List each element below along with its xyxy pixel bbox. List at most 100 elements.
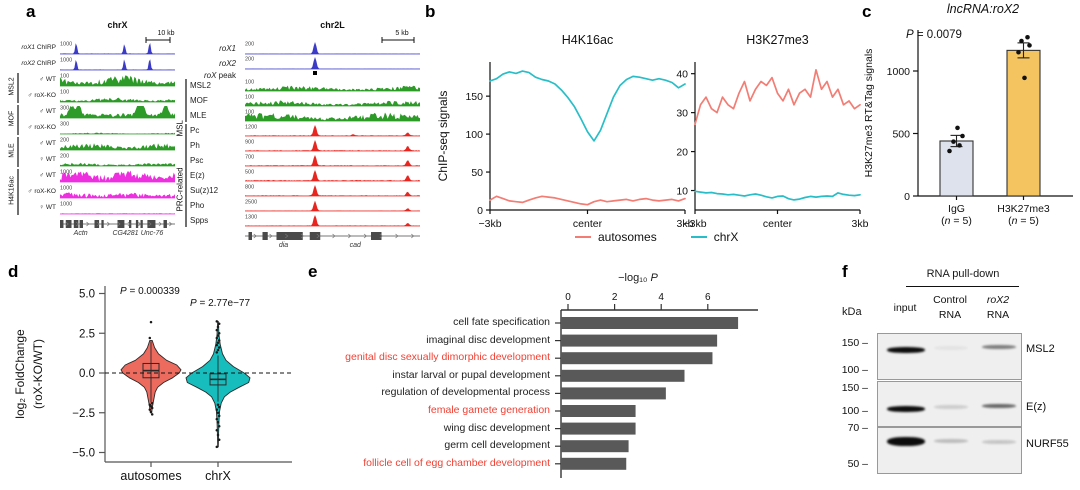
panel-d-label: d <box>8 262 19 281</box>
track-label-text: Psc <box>190 156 204 165</box>
outlier-point <box>149 410 153 414</box>
gene-model-arrow <box>86 221 90 227</box>
rttag-y-axis-title: H3K27me3 RT&Tag signals <box>863 49 875 178</box>
x-tick-label: 3kb <box>677 218 694 230</box>
pulldown-header-underline <box>906 285 1019 287</box>
track-scale-value: 100 <box>245 80 254 86</box>
outlier-point <box>217 414 221 418</box>
bar-category-label: IgG <box>948 203 965 215</box>
track-scale-value: 300 <box>60 122 69 128</box>
track-label-text: ChIRP <box>35 44 56 51</box>
panel-e-label: e <box>308 262 318 281</box>
track-scale-value: 1300 <box>245 215 257 221</box>
go-bar <box>561 405 636 417</box>
go-term-label: germ cell development <box>444 439 550 452</box>
panel-f-western-blot: RNA pull-down kDa input Control RNA roX2 RNA… <box>820 258 1080 490</box>
outlier-point <box>217 346 221 349</box>
kda-label: kDa <box>842 306 862 318</box>
gene-name: dia <box>278 242 289 249</box>
gene-model-arrow <box>316 233 320 239</box>
lane-label: input <box>893 302 917 314</box>
track-label-italic: roX2 <box>21 60 36 67</box>
track-label-text: Pho <box>190 201 205 210</box>
track-scale-value: 1000 <box>60 58 72 64</box>
track-label: Psc <box>190 156 236 165</box>
track-label: ♂ WT <box>0 108 56 115</box>
track-label: ♂ WT <box>0 76 56 83</box>
y-tick-label: 2.5 <box>79 328 95 340</box>
track-label-text: ♂ roX-KO <box>27 188 56 195</box>
track-label: ♂ roX-KO <box>0 124 56 131</box>
outlier-point <box>215 408 219 411</box>
panel-c-rttag-bar: lncRNA:roX2 0 500 1000 H3K27me3 RT&Tag sign… <box>858 0 1080 260</box>
track-label-text: Ph <box>190 141 200 150</box>
blot-box-E(z) <box>877 381 1022 427</box>
chr2l-tracks-svg: 200 200 100 100 100 1200 900 700 500 800 2500 1300 <box>185 37 420 240</box>
outlier-point <box>216 403 220 407</box>
outlier-point <box>150 406 154 410</box>
track-scale-value: 100 <box>245 110 254 116</box>
outlier-point <box>148 336 152 340</box>
track-scale-value: 100 <box>60 74 69 80</box>
track-label-italic: roX <box>203 71 217 80</box>
gene-model-exon <box>163 220 167 228</box>
y-tick-label: 100 <box>465 129 483 141</box>
track-signal <box>245 140 420 151</box>
track-scale-value: 100 <box>60 90 69 96</box>
genome-browser-chr2l: chr2L 200 200 100 100 100 1200 900 700 500 800 250… <box>160 20 425 258</box>
gene-model-arrow <box>75 221 80 227</box>
rox-peak-dot <box>313 71 317 75</box>
go-term-label: follicle cell of egg chamber development <box>363 456 550 469</box>
gene-model-arrow <box>137 221 142 227</box>
protein-band <box>887 347 925 354</box>
track-scale-value: 100 <box>245 95 254 101</box>
track-label-italic: roX1 <box>219 44 236 53</box>
chrx-tracks-svg: 1000 1000 100 100 300 300 200 200 1000 1000 1000 <box>17 37 175 228</box>
rttag-bar-svg: 0 500 1000 H3K27me3 RT&Tag signals P = 0.007… <box>863 29 1073 227</box>
y-tick-label: 10 <box>676 185 688 197</box>
lane-label-line2: RNA <box>938 309 962 321</box>
go-bar <box>561 387 666 400</box>
y-tick-label: 40 <box>676 68 688 80</box>
data-point <box>957 143 962 148</box>
y-tick-label: 5.0 <box>79 289 95 301</box>
outlier-point <box>217 322 221 325</box>
track-label: ♂ roX-KO <box>0 92 56 99</box>
x-tick-label: center <box>763 218 793 230</box>
track-label-text: Spps <box>190 216 209 225</box>
lane-label-line2: RNA <box>986 309 1010 321</box>
outlier-point <box>216 411 220 414</box>
gene-model-arrow <box>65 221 69 227</box>
go-axis-title: −log₁₀ P <box>568 272 708 284</box>
browser-chrx-title: chrX <box>107 20 128 30</box>
track-scale-value: 1000 <box>60 186 72 192</box>
protein-label: E(z) <box>1026 401 1047 413</box>
go-term-label: female gamete generation <box>428 404 550 416</box>
gene-model-exon <box>60 220 64 228</box>
series-autosomes <box>489 195 686 206</box>
track-label: ♂ roX-KO <box>0 188 56 195</box>
x-tick-label: −3kb <box>683 218 706 230</box>
track-scale-value: 900 <box>245 140 254 146</box>
data-point <box>1022 75 1027 81</box>
track-label-text: E(z) <box>190 171 205 180</box>
violin-y-axis-title-1: log₂ FoldChange <box>13 329 27 419</box>
track-label-text: ♂ WT <box>39 108 56 115</box>
gene-model-arrow <box>395 233 399 239</box>
gene-model-arrow <box>169 221 173 227</box>
protein-band <box>934 405 968 410</box>
track-label-italic: roX1 <box>21 44 36 51</box>
genome-browser-chrx: chrX 1000 1000 100 100 300 300 200 200 1000 1000 1… <box>0 20 238 258</box>
legend-label: autosomes <box>598 230 657 244</box>
data-point <box>960 133 965 139</box>
go-term-label: imaginal disc development <box>426 333 550 346</box>
line-chart-title: H4K16ac <box>562 33 613 47</box>
track-label-text: Pc <box>190 126 200 135</box>
data-point <box>951 139 956 144</box>
data-point <box>1025 34 1030 40</box>
outlier-point <box>217 339 221 342</box>
track-scale-value: 200 <box>245 57 254 63</box>
gene-model-exon <box>248 232 252 240</box>
legend-swatch <box>575 236 591 238</box>
